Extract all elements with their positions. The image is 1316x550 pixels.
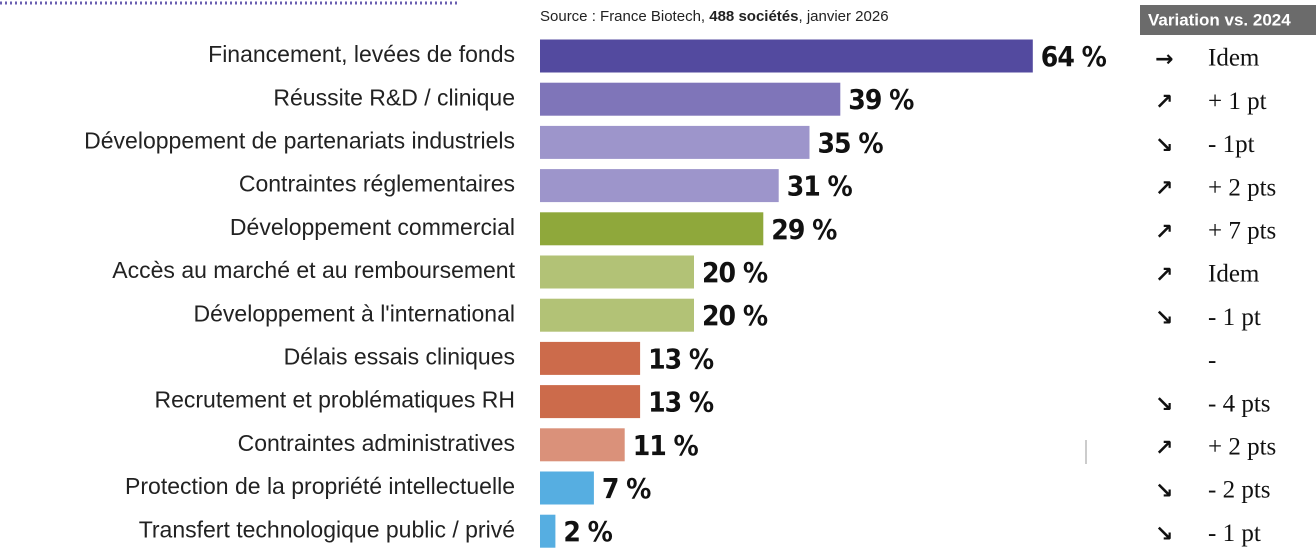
category-label: Recrutement et problématiques RH xyxy=(155,387,516,413)
value-label: 29 % xyxy=(771,213,837,246)
source-part: 488 sociétés xyxy=(709,8,798,25)
variation-text: + 2 pts xyxy=(1208,174,1276,201)
bar xyxy=(540,39,1033,73)
variation-arrow: ↘ xyxy=(1155,522,1173,547)
source-part: Source : France Biotech, xyxy=(540,8,709,25)
variation-text: - 1 pt xyxy=(1208,520,1261,547)
value-label: 11 % xyxy=(633,429,699,462)
variation-arrow: ↗ xyxy=(1155,177,1173,202)
source-part: , janvier 2026 xyxy=(798,8,888,25)
value-label: 7 % xyxy=(602,472,651,505)
category-label: Développement commercial xyxy=(230,214,515,240)
value-label: 64 % xyxy=(1041,40,1107,73)
variation-text: + 1 pt xyxy=(1208,88,1267,115)
category-label: Développement de partenariats industriel… xyxy=(84,127,515,153)
bar xyxy=(540,125,810,159)
variation-text: Idem xyxy=(1208,45,1260,72)
bar xyxy=(540,169,779,203)
category-label: Délais essais cliniques xyxy=(284,343,515,369)
category-label: Transfert technologique public / privé xyxy=(139,516,515,542)
variation-arrow: → xyxy=(1155,47,1173,72)
value-label: 2 % xyxy=(563,515,612,548)
value-label: 20 % xyxy=(702,299,768,332)
variation-arrow: ↗ xyxy=(1155,90,1173,115)
bar xyxy=(540,471,594,505)
bar xyxy=(540,514,556,548)
value-label: 13 % xyxy=(648,386,714,419)
bar xyxy=(540,428,625,462)
variation-arrow: ↘ xyxy=(1155,393,1173,418)
variation-header-bg xyxy=(1140,5,1316,35)
category-label: Protection de la propriété intellectuell… xyxy=(125,473,515,499)
variation-text: Idem xyxy=(1208,261,1260,288)
variation-arrow: ↗ xyxy=(1155,220,1173,245)
category-label: Développement à l'international xyxy=(194,300,515,326)
bar xyxy=(540,212,764,246)
value-label: 39 % xyxy=(848,83,914,116)
variation-arrow: ↘ xyxy=(1155,479,1173,504)
category-label: Contraintes réglementaires xyxy=(239,171,515,197)
variation-text: - xyxy=(1208,347,1216,374)
value-label: 31 % xyxy=(787,170,853,203)
value-label: 13 % xyxy=(648,342,714,375)
source: Source : France Biotech, 488 sociétés, j… xyxy=(540,8,889,25)
variation-text: - 1pt xyxy=(1208,131,1255,158)
bar xyxy=(540,255,694,289)
variation-header: Variation vs. 2024 xyxy=(1148,10,1291,29)
value-label: 20 % xyxy=(702,256,768,289)
value-label: 35 % xyxy=(818,126,884,159)
bar xyxy=(540,82,841,116)
variation-text: - 2 pts xyxy=(1208,477,1271,504)
variation-arrow: ↗ xyxy=(1155,263,1173,288)
variation-text: - 1 pt xyxy=(1208,304,1261,331)
bar xyxy=(540,341,641,375)
variation-arrow: ↘ xyxy=(1155,133,1173,158)
variation-arrow: ↗ xyxy=(1155,436,1173,461)
variation-text: - 4 pts xyxy=(1208,390,1271,417)
variation-arrow: ↘ xyxy=(1155,306,1173,331)
category-label: Financement, levées de fonds xyxy=(208,41,515,67)
category-label: Accès au marché et au remboursement xyxy=(112,257,515,283)
category-label: Contraintes administratives xyxy=(238,430,515,456)
bar xyxy=(540,385,641,419)
variation-text: + 2 pts xyxy=(1208,434,1276,461)
bar xyxy=(540,298,694,332)
category-label: Réussite R&D / clinique xyxy=(273,84,515,110)
variation-text: + 7 pts xyxy=(1208,218,1276,245)
